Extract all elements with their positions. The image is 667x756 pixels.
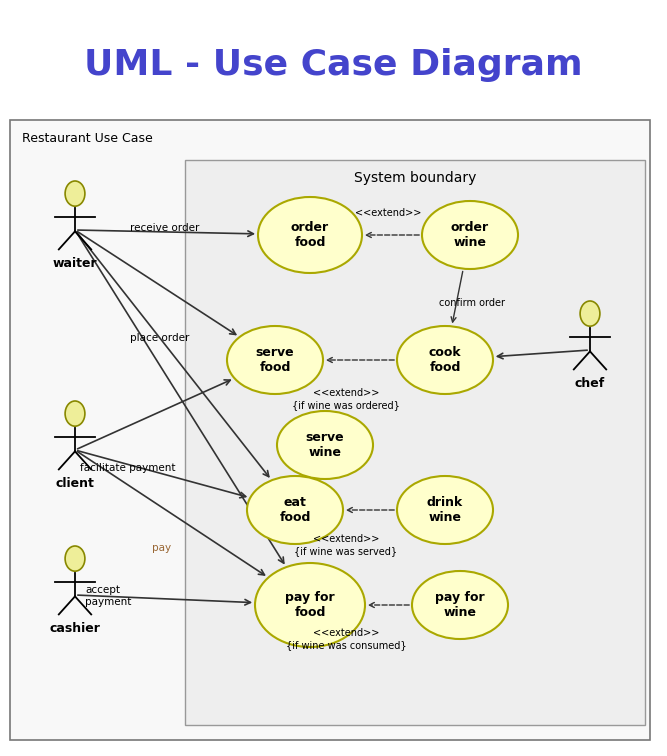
Text: <<extend>>
{if wine was consumed}: <<extend>> {if wine was consumed} (285, 628, 406, 649)
Ellipse shape (397, 326, 493, 394)
Text: serve
wine: serve wine (305, 431, 344, 459)
Text: UML - Use Case Diagram: UML - Use Case Diagram (84, 48, 583, 82)
Text: System boundary: System boundary (354, 171, 476, 185)
Ellipse shape (65, 181, 85, 206)
Ellipse shape (277, 411, 373, 479)
Text: facilitate payment: facilitate payment (80, 463, 175, 473)
Ellipse shape (247, 476, 343, 544)
Ellipse shape (397, 476, 493, 544)
Text: cashier: cashier (49, 621, 101, 634)
Text: serve
food: serve food (255, 346, 294, 374)
Text: <<extend>>: <<extend>> (355, 208, 421, 218)
Text: accept
payment: accept payment (85, 585, 131, 607)
Text: place order: place order (130, 333, 189, 343)
Text: waiter: waiter (53, 256, 97, 270)
Ellipse shape (258, 197, 362, 273)
Ellipse shape (422, 201, 518, 269)
Text: receive order: receive order (130, 223, 199, 233)
Text: pay for
wine: pay for wine (435, 591, 485, 619)
Text: confirm order: confirm order (439, 298, 505, 308)
Ellipse shape (65, 401, 85, 426)
Text: client: client (55, 476, 95, 490)
Text: order
food: order food (291, 221, 329, 249)
Ellipse shape (227, 326, 323, 394)
Text: pay for
food: pay for food (285, 591, 335, 619)
Text: eat
food: eat food (279, 496, 311, 524)
Ellipse shape (412, 571, 508, 639)
Text: Restaurant Use Case: Restaurant Use Case (22, 132, 153, 144)
Text: cook
food: cook food (429, 346, 462, 374)
Text: drink
wine: drink wine (427, 496, 463, 524)
Text: <<extend>>
{if wine was served}: <<extend>> {if wine was served} (294, 534, 398, 556)
Ellipse shape (580, 301, 600, 326)
Text: order
wine: order wine (451, 221, 489, 249)
Text: <<extend>>
{if wine was ordered}: <<extend>> {if wine was ordered} (292, 388, 400, 410)
Text: chef: chef (575, 376, 605, 389)
Text: pay: pay (152, 543, 171, 553)
Bar (10, 120, 650, 740)
Ellipse shape (255, 563, 365, 647)
Ellipse shape (65, 546, 85, 572)
Bar (185, 160, 645, 725)
